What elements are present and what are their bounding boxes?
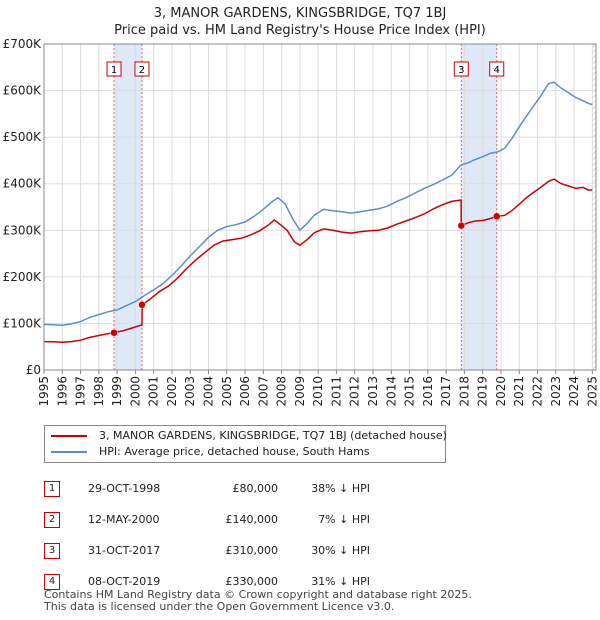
x-tick-label: 2011 (329, 376, 343, 407)
y-tick-label: £100K (3, 316, 43, 330)
x-tick-label: 1996 (55, 376, 69, 407)
sale-marker-2: 2 (44, 511, 60, 528)
y-tick-label: £500K (3, 130, 43, 144)
sale-date: 29-OCT-1998 (88, 482, 161, 495)
sale-box-3 (453, 61, 469, 77)
sale-date: 31-OCT-2017 (88, 544, 161, 557)
sale-marker-1: 1 (44, 480, 60, 497)
hpi-line (43, 81, 593, 327)
sale-hpi: 7% ↓ HPI (318, 513, 370, 526)
sale-point-4 (492, 212, 501, 221)
y-tick-label: £600K (3, 84, 43, 98)
sale-marker-4: 4 (44, 573, 60, 590)
x-tick-label: 2014 (384, 376, 398, 407)
x-tick-label: 2007 (256, 376, 270, 407)
x-tick-label: 2024 (567, 376, 581, 407)
x-tick-label: 2019 (476, 376, 490, 407)
y-tick-label: £700K (3, 37, 43, 51)
plot-frame (43, 43, 597, 371)
x-tick-label: 2025 (585, 376, 599, 407)
table-row: 4 08-OCT-2019 £330,000 31% ↓ HPI (44, 566, 370, 597)
x-tick-label: 2012 (348, 376, 362, 407)
chart-title: 3, MANOR GARDENS, KINGSBRIDGE, TQ7 1BJ (154, 6, 447, 21)
x-tick-label: 2018 (457, 376, 471, 407)
sale-point-1 (110, 328, 118, 337)
sales-table: 1 29-OCT-1998 £80,000 38% ↓ HPI 2 12-MAY… (44, 473, 370, 597)
sale-box-2 (134, 61, 150, 77)
sale-price: £140,000 (225, 513, 279, 526)
chart-subtitle: Price paid vs. HM Land Registry's House … (114, 23, 486, 38)
sale-period-band-1 (114, 44, 142, 370)
x-tick-label: 2013 (366, 376, 380, 407)
sale-hpi: 31% ↓ HPI (311, 575, 370, 588)
sale-hpi: 38% ↓ HPI (311, 482, 370, 495)
y-tick-label: £300K (3, 223, 43, 237)
sale-box-4 (489, 61, 505, 77)
x-tick-label: 2003 (183, 376, 197, 407)
x-tick-label: 1995 (37, 376, 51, 407)
x-tick-label: 2006 (238, 376, 252, 407)
future-hatch (592, 44, 596, 370)
sale-price: £330,000 (225, 575, 279, 588)
footer: Contains HM Land Registry data © Crown c… (44, 589, 472, 613)
sale-hpi: 30% ↓ HPI (311, 544, 370, 557)
x-tick-label: 2001 (147, 376, 161, 407)
table-row: 2 12-MAY-2000 £140,000 7% ↓ HPI (44, 504, 370, 535)
sale-point-2 (138, 301, 146, 309)
x-tick-label: 1997 (74, 376, 88, 407)
sale-box-1 (106, 61, 122, 77)
footer-license: This data is licensed under the Open Gov… (44, 600, 395, 613)
price-chart: 3, MANOR GARDENS, KINGSBRIDGE, TQ7 1BJ P… (3, 6, 600, 407)
footer-copyright: Contains HM Land Registry data © Crown c… (44, 588, 472, 601)
x-tick-label: 2021 (512, 376, 526, 407)
x-tick-label: 2000 (128, 376, 142, 407)
legend-swatch-property (51, 435, 87, 437)
property-price-line (43, 178, 593, 344)
x-tick-label: 2016 (421, 376, 435, 407)
legend: 3, MANOR GARDENS, KINGSBRIDGE, TQ7 1BJ (… (44, 425, 447, 463)
legend-swatch-hpi (51, 451, 87, 453)
y-tick-label: £200K (3, 270, 43, 284)
sale-date: 12-MAY-2000 (88, 513, 160, 526)
x-tick-label: 2022 (531, 376, 545, 407)
x-tick-label: 2017 (439, 376, 453, 407)
x-tick-label: 1998 (92, 376, 106, 407)
table-row: 3 31-OCT-2017 £310,000 30% ↓ HPI (44, 535, 370, 566)
x-tick-label: 2020 (494, 376, 508, 407)
x-tick-label: 2005 (220, 376, 234, 407)
sale-price: £310,000 (225, 544, 279, 557)
x-tick-label: 2008 (275, 376, 289, 407)
x-tick-label: 2002 (165, 376, 179, 407)
legend-label-property: 3, MANOR GARDENS, KINGSBRIDGE, TQ7 1BJ (… (99, 429, 447, 442)
sale-marker-3: 3 (44, 542, 60, 559)
sale-box-label-2: 2 (139, 65, 145, 76)
y-tick-label: £0 (26, 363, 41, 377)
x-tick-label: 2023 (549, 376, 563, 407)
sale-price: £80,000 (232, 482, 279, 495)
table-row: 1 29-OCT-1998 £80,000 38% ↓ HPI (44, 473, 370, 504)
sale-point-3 (457, 221, 466, 230)
x-tick-label: 2009 (293, 376, 307, 407)
x-tick-label: 2004 (202, 376, 216, 407)
sale-date: 08-OCT-2019 (88, 575, 161, 588)
sale-box-label-4: 4 (494, 65, 500, 76)
sale-box-label-3: 3 (458, 65, 464, 76)
x-tick-label: 2015 (403, 376, 417, 407)
y-tick-label: £400K (3, 177, 43, 191)
legend-label-hpi: HPI: Average price, detached house, Sout… (99, 445, 370, 458)
x-tick-label: 2010 (311, 376, 325, 407)
sale-box-label-1: 1 (111, 65, 117, 76)
x-tick-label: 1999 (110, 376, 124, 407)
sale-period-band-2 (461, 44, 497, 370)
